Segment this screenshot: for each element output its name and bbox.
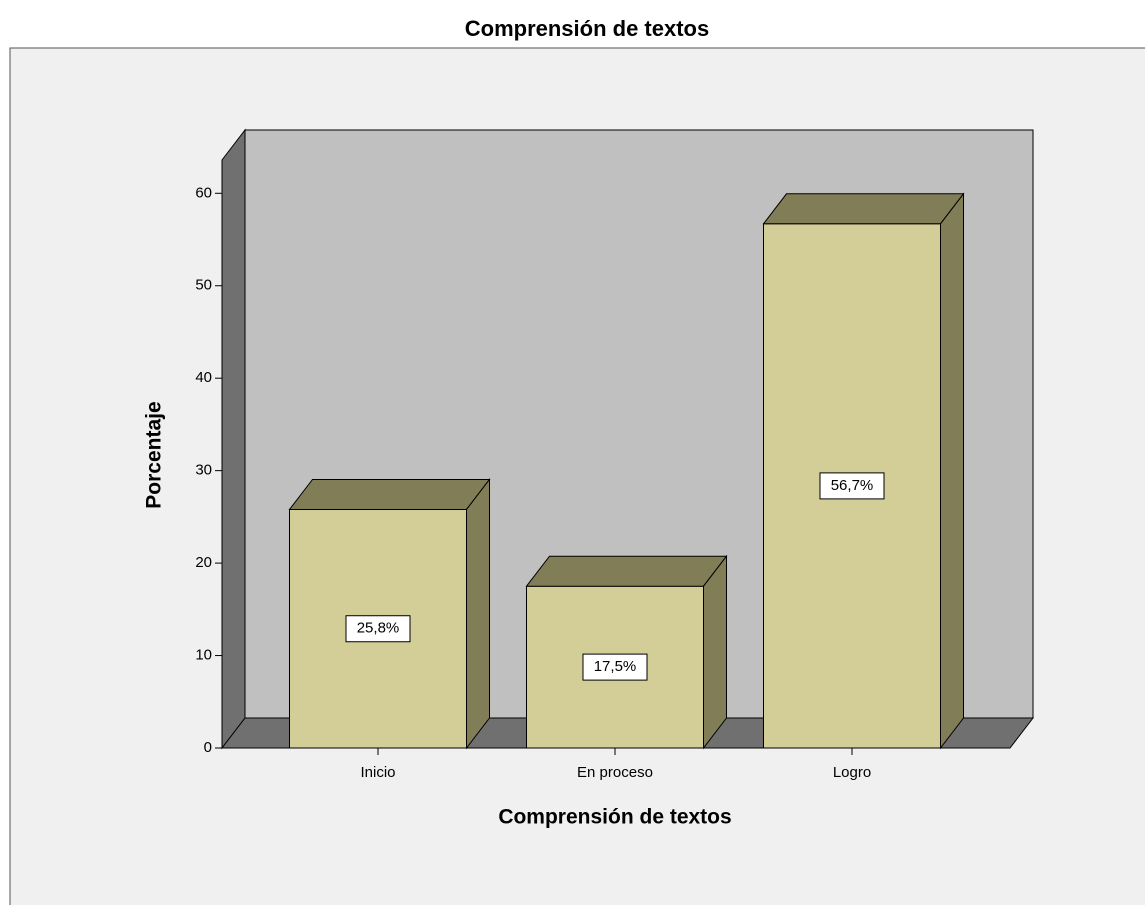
value-label-box (345, 615, 411, 643)
x-axis-title: Comprensión de textos (498, 806, 731, 829)
bar-side (940, 192, 964, 750)
x-tick-label: Inicio (360, 764, 395, 781)
value-label: 17,5% (594, 658, 637, 675)
y-tick-label: 10 (195, 647, 212, 664)
x-tick-label: Logro (833, 764, 871, 781)
bar-top (525, 555, 728, 587)
value-label: 25,8% (357, 620, 400, 637)
y-axis-title: Porcentaje (143, 401, 166, 508)
bar-side (466, 477, 490, 750)
value-label: 56,7% (831, 477, 874, 494)
bar-side (703, 554, 727, 750)
bar-top (288, 478, 491, 510)
value-label-box (819, 472, 885, 500)
y-tick-label: 30 (195, 462, 212, 479)
value-label-box (582, 653, 648, 681)
y-tick-label: 20 (195, 554, 212, 571)
y-tick-label: 0 (204, 739, 212, 756)
y-tick-label: 60 (195, 184, 212, 201)
y-tick-label: 50 (195, 277, 212, 294)
bar-top (762, 193, 965, 225)
side-wall (221, 128, 246, 750)
y-tick-label: 40 (195, 369, 212, 386)
x-tick-label: En proceso (577, 764, 653, 781)
chart-title: Comprensión de textos (465, 16, 709, 41)
